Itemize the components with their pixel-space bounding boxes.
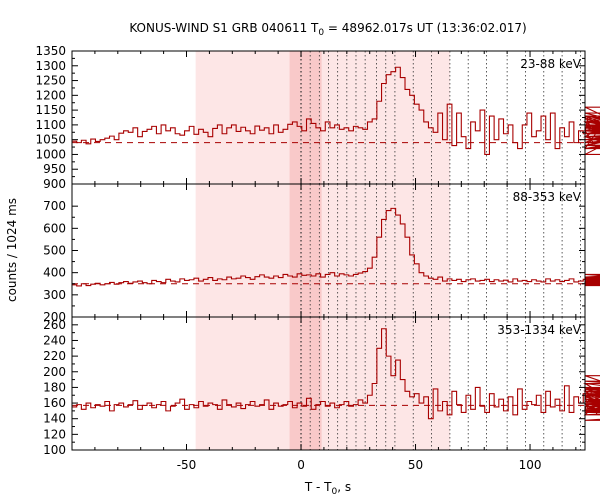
y-tick-label: 180 xyxy=(43,380,66,394)
y-tick-label: 700 xyxy=(43,199,66,213)
plot-layer: 9009501000105011001150120012501300135023… xyxy=(35,44,600,472)
shade-inner-band xyxy=(289,184,322,317)
y-tick-label: 600 xyxy=(43,221,66,235)
chart-title-rest: = 48962.017s UT (13:36:02.017) xyxy=(324,21,527,35)
y-tick-label: 1000 xyxy=(35,147,66,161)
y-tick-label: 1300 xyxy=(35,59,66,73)
y-tick-label: 100 xyxy=(43,443,66,457)
x-tick-label: 0 xyxy=(297,458,305,472)
y-tick-label: 900 xyxy=(43,177,66,191)
light-curve xyxy=(72,66,600,155)
x-axis-label: T - T0, s xyxy=(304,480,351,497)
light-curve xyxy=(72,328,600,421)
panel-frame xyxy=(71,316,586,451)
y-tick-label: 260 xyxy=(43,318,66,332)
chart-title-subscript: 0 xyxy=(318,28,324,38)
y-tick-label: 140 xyxy=(43,412,66,426)
y-tick-label: 1150 xyxy=(35,103,66,117)
shade-inner-band xyxy=(289,317,322,450)
y-tick-label: 120 xyxy=(43,427,66,441)
chart-title: KONUS-WIND S1 GRB 040611 T0 = 48962.017s… xyxy=(129,21,526,38)
x-tick-label: 100 xyxy=(519,458,542,472)
y-tick-label: 950 xyxy=(43,162,66,176)
x-axis-label-main: T - T xyxy=(304,480,332,494)
shade-outer-band xyxy=(195,184,450,317)
y-tick-label: 1050 xyxy=(35,133,66,147)
y-tick-label: 1100 xyxy=(35,118,66,132)
x-axis-label-subscript: 0 xyxy=(332,487,338,497)
x-tick-label: 50 xyxy=(408,458,423,472)
panel-2: 200 300 400 500 600 700 88-353 keV xyxy=(43,183,600,324)
energy-band-label: 88-353 keV xyxy=(513,190,582,204)
y-tick-label: 300 xyxy=(43,288,66,302)
y-tick-label: 1250 xyxy=(35,74,66,88)
x-tick-label: -50 xyxy=(177,458,197,472)
y-tick-label: 240 xyxy=(43,333,66,347)
shade-outer-band xyxy=(195,51,450,184)
light-curve xyxy=(72,207,600,287)
chart-title-main: KONUS-WIND S1 GRB 040611 T xyxy=(129,21,319,35)
shade-outer-band xyxy=(195,317,450,450)
x-axis-label-rest: , s xyxy=(337,480,351,494)
y-axis-label: counts / 1024 ms xyxy=(5,198,19,302)
y-tick-label: 1350 xyxy=(35,44,66,58)
y-tick-label: 1200 xyxy=(35,88,66,102)
y-tick-label: 160 xyxy=(43,396,66,410)
y-tick-label: 500 xyxy=(43,244,66,258)
y-tick-label: 200 xyxy=(43,310,66,324)
y-tick-label: 220 xyxy=(43,349,66,363)
shade-inner-band xyxy=(289,51,322,184)
energy-band-label: 353-1334 keV xyxy=(497,323,581,337)
energy-band-label: 23-88 keV xyxy=(520,57,582,71)
y-tick-label: 400 xyxy=(43,266,66,280)
y-tick-label: 200 xyxy=(43,365,66,379)
